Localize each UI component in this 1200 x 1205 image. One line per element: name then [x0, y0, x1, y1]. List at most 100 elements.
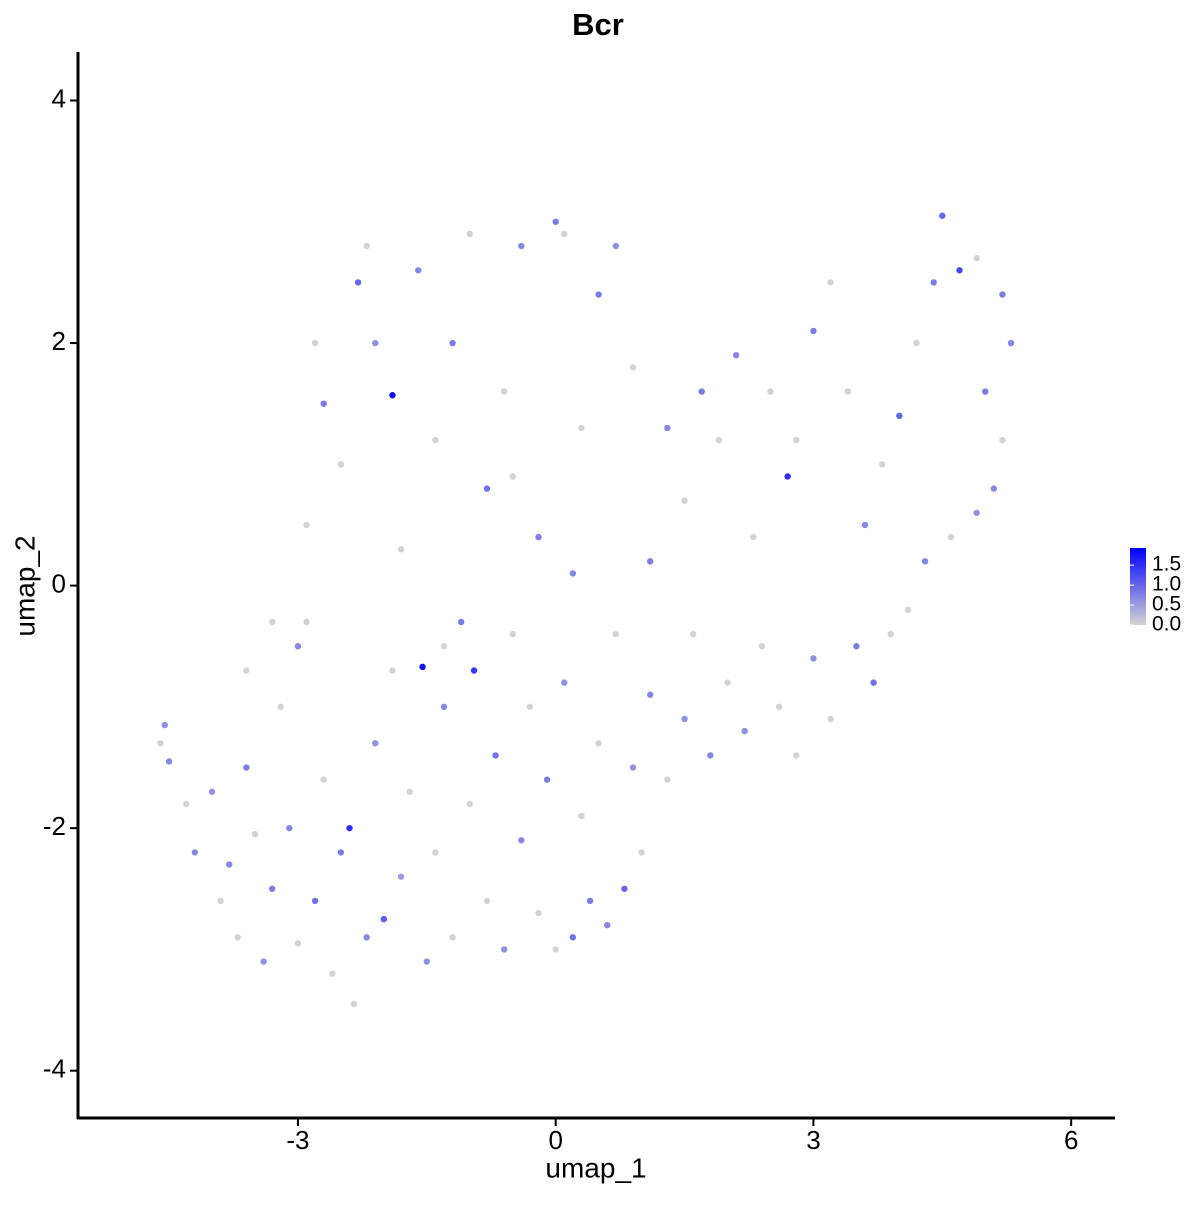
point	[681, 715, 688, 723]
point	[569, 934, 577, 941]
point	[1007, 339, 1015, 347]
point	[363, 934, 370, 941]
point	[440, 643, 448, 650]
y-tick-label: -2	[43, 811, 66, 841]
point	[784, 473, 791, 480]
point	[500, 388, 508, 395]
point	[432, 849, 439, 856]
point	[518, 242, 525, 250]
point	[226, 861, 233, 868]
point	[750, 533, 757, 541]
point	[681, 497, 688, 504]
colorbar-tick-label: 0.5	[1152, 593, 1181, 616]
point	[758, 643, 766, 650]
point	[646, 691, 654, 698]
point	[732, 351, 740, 359]
point	[569, 570, 577, 577]
point	[947, 533, 955, 541]
point	[372, 339, 379, 347]
y-tick-label: 2	[52, 326, 66, 356]
point	[973, 509, 980, 517]
point	[595, 740, 602, 747]
point	[406, 788, 413, 795]
point	[320, 776, 327, 783]
x-axis-label: umap_1	[545, 1152, 646, 1183]
point	[286, 824, 293, 832]
point	[294, 643, 302, 650]
point	[646, 558, 654, 565]
point	[492, 752, 499, 759]
colorbar-tick-label: 1.0	[1152, 573, 1181, 596]
point	[561, 679, 568, 686]
point	[500, 946, 508, 953]
x-tick-label: 3	[806, 1125, 820, 1155]
point	[311, 339, 319, 347]
point	[715, 436, 723, 444]
point	[741, 727, 748, 735]
point	[389, 392, 396, 399]
point	[337, 461, 345, 468]
point	[277, 703, 284, 711]
point	[870, 679, 877, 686]
point	[337, 849, 345, 856]
point	[320, 400, 327, 407]
point	[861, 521, 869, 529]
point	[707, 752, 714, 759]
point	[483, 485, 491, 492]
point	[470, 667, 478, 674]
point	[535, 533, 542, 541]
point	[389, 667, 396, 674]
point	[268, 618, 276, 626]
point	[878, 461, 886, 468]
point	[509, 630, 516, 638]
point	[419, 663, 426, 671]
point	[380, 915, 388, 923]
point	[586, 897, 594, 905]
point	[183, 800, 190, 808]
point	[543, 776, 551, 783]
point	[578, 424, 585, 432]
point	[793, 752, 800, 759]
point	[930, 279, 937, 286]
point	[535, 909, 542, 917]
colorbar	[1130, 548, 1146, 625]
point	[638, 849, 645, 856]
point	[621, 885, 628, 892]
point	[466, 230, 473, 238]
point	[165, 758, 173, 765]
x-tick-label: 0	[548, 1125, 562, 1155]
point	[767, 388, 774, 395]
colorbar-tick-label: 1.5	[1152, 553, 1181, 576]
point	[208, 788, 216, 795]
point	[552, 946, 559, 953]
point	[509, 473, 516, 480]
point	[982, 388, 989, 395]
point	[664, 424, 671, 432]
point	[689, 630, 697, 638]
point	[397, 873, 405, 880]
point	[844, 388, 852, 395]
point	[698, 388, 705, 395]
point	[423, 958, 431, 965]
point	[956, 267, 963, 274]
point	[354, 279, 362, 286]
point	[629, 764, 637, 771]
point	[260, 958, 267, 965]
colorbar-tick-label: 0.0	[1152, 613, 1181, 636]
point	[595, 291, 602, 298]
point	[921, 558, 929, 565]
point	[552, 218, 559, 225]
x-tick-label: 6	[1064, 1125, 1078, 1155]
point	[664, 776, 671, 783]
chart-title: Bcr	[572, 7, 624, 42]
point	[999, 291, 1006, 298]
point	[990, 485, 998, 492]
point	[904, 606, 912, 614]
point	[827, 715, 834, 723]
point	[913, 339, 920, 347]
point	[810, 327, 817, 335]
point	[294, 940, 302, 947]
point	[604, 921, 611, 929]
point	[363, 242, 370, 250]
